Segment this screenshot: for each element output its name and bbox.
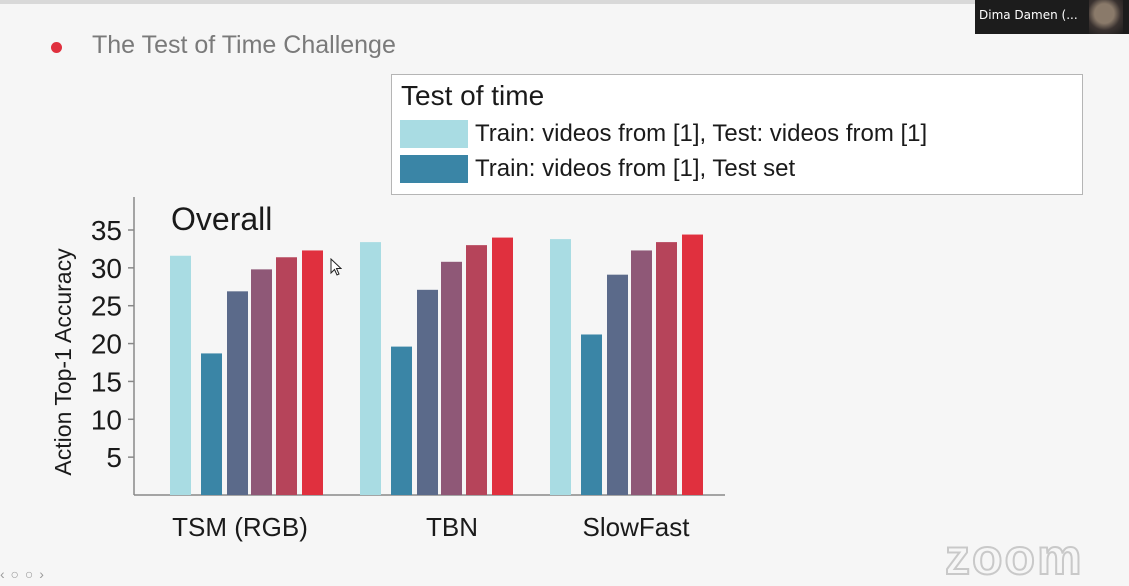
legend-label: Train: videos from [1], Test: videos fro… — [475, 120, 928, 147]
bar — [550, 239, 571, 495]
y-tick-label: 25 — [91, 291, 122, 322]
slide-nav-controls[interactable]: ‹ ○ ○ › — [0, 566, 45, 582]
y-tick-label: 35 — [91, 215, 122, 246]
bar — [441, 261, 462, 495]
y-tick-label: 10 — [91, 404, 122, 435]
bar — [492, 237, 513, 496]
bar — [607, 274, 628, 495]
participant-video-tile[interactable]: Dima Damen (... — [975, 0, 1129, 34]
bar — [360, 242, 381, 495]
chart-title: Overall — [171, 201, 272, 237]
zoom-watermark: zoom — [944, 528, 1084, 586]
x-tick-label: TSM (RGB) — [172, 512, 308, 542]
top-strip — [0, 0, 975, 4]
bar — [302, 250, 323, 495]
y-tick-label: 5 — [106, 442, 122, 473]
legend-label: Train: videos from [1], Test set — [475, 155, 796, 182]
chart-legend: Test of time Train: videos from [1], Tes… — [391, 74, 1083, 195]
bar — [417, 289, 438, 495]
bullet-text: The Test of Time Challenge — [92, 31, 396, 59]
bar — [201, 353, 222, 495]
legend-title: Test of time — [401, 80, 545, 111]
bar — [682, 234, 703, 496]
participant-name: Dima Damen (... — [979, 8, 1078, 22]
mouse-cursor-icon — [330, 258, 342, 276]
legend-swatch — [400, 120, 468, 148]
bar — [276, 257, 297, 495]
bar — [170, 255, 191, 495]
participant-avatar — [1089, 0, 1123, 34]
legend-swatch — [400, 155, 468, 183]
bar — [227, 291, 248, 495]
bar — [251, 269, 272, 495]
y-tick-label: 20 — [91, 329, 122, 360]
bar — [466, 245, 487, 495]
x-tick-label: TBN — [426, 512, 478, 542]
y-tick-label: 15 — [91, 366, 122, 397]
x-tick-label: SlowFast — [583, 512, 691, 542]
bullet-dot — [51, 42, 62, 53]
bar — [656, 242, 677, 495]
bar — [581, 334, 602, 495]
y-axis-label: Action Top-1 Accuracy — [50, 248, 76, 476]
y-tick-label: 30 — [91, 253, 122, 284]
bar — [391, 346, 412, 495]
bar — [631, 250, 652, 495]
